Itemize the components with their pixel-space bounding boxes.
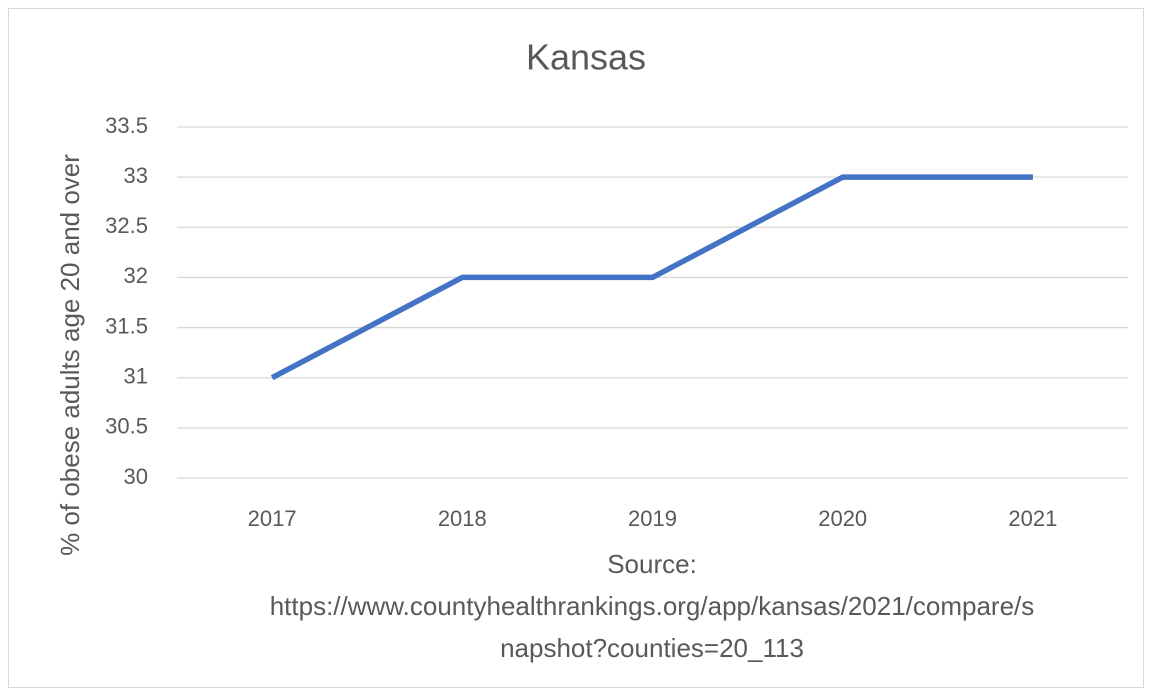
x-tick-label: 2018 bbox=[438, 506, 487, 531]
y-tick-label: 31 bbox=[124, 364, 148, 389]
x-tick-label: 2019 bbox=[628, 506, 677, 531]
y-tick-label: 33 bbox=[124, 163, 148, 188]
y-axis-label: % of obese adults age 20 and over bbox=[55, 154, 85, 556]
x-tick-label: 2020 bbox=[818, 506, 867, 531]
x-axis-label: https://www.countyhealthrankings.org/app… bbox=[270, 591, 1035, 621]
chart-border bbox=[8, 8, 1144, 688]
x-axis-label: napshot?counties=20_113 bbox=[500, 633, 804, 663]
y-tick-label: 30 bbox=[124, 464, 148, 489]
y-tick-label: 31.5 bbox=[105, 313, 148, 338]
y-tick-label: 33.5 bbox=[105, 113, 148, 138]
y-tick-label: 32 bbox=[124, 263, 148, 288]
y-tick-label: 30.5 bbox=[105, 414, 148, 439]
x-axis-label: Source: bbox=[607, 549, 697, 579]
x-tick-label: 2021 bbox=[1008, 506, 1057, 531]
x-tick-label: 2017 bbox=[248, 506, 297, 531]
chart-title: Kansas bbox=[526, 37, 646, 78]
y-tick-label: 32.5 bbox=[105, 213, 148, 238]
line bbox=[270, 174, 1033, 381]
